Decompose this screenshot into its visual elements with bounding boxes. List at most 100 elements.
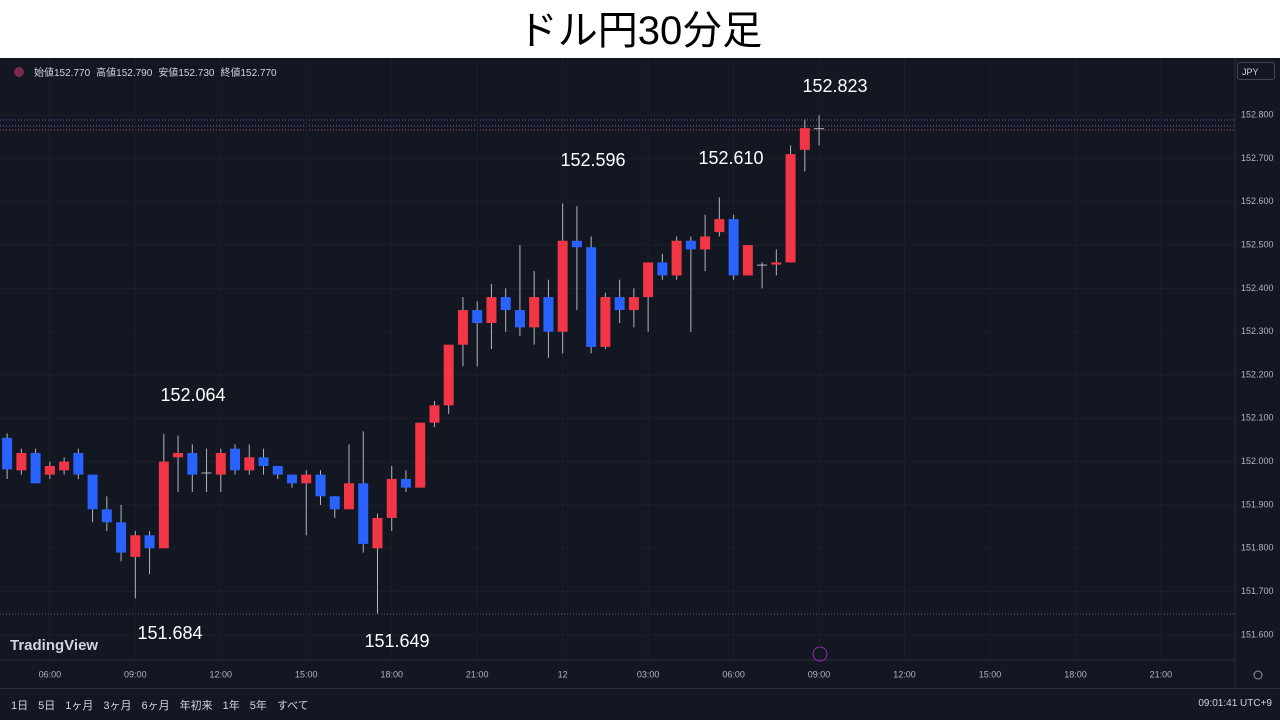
x-tick-label: 15:00 — [295, 669, 318, 679]
candle-body — [571, 240, 582, 248]
candle-body — [258, 457, 269, 466]
candle-body — [16, 452, 27, 471]
candle-body — [386, 478, 397, 518]
candle-body — [301, 474, 312, 484]
y-tick-label: 152.500 — [1241, 239, 1274, 249]
candle-body — [187, 452, 198, 475]
candle-body — [116, 522, 127, 553]
chart-bg — [0, 58, 1280, 688]
x-tick-label: 09:00 — [808, 669, 831, 679]
candle-body — [101, 509, 112, 523]
candle-body — [457, 310, 468, 345]
annotation: 152.823 — [802, 76, 867, 96]
range-button[interactable]: 1年 — [222, 699, 240, 712]
y-tick-label: 151.900 — [1241, 499, 1274, 509]
range-button[interactable]: 1ヶ月 — [65, 699, 94, 712]
annotation: 152.610 — [698, 148, 763, 168]
ohlc-label: 高値 — [96, 68, 117, 79]
ohlc-legend: 始値152.770 高値152.790 安値152.730 終値152.770 — [14, 64, 277, 79]
candle-body — [799, 128, 810, 150]
ohlc-item: 終値152.770 — [220, 64, 276, 79]
x-tick-label: 21:00 — [1150, 669, 1173, 679]
candle-body — [714, 219, 725, 233]
candle-body — [771, 262, 782, 265]
candle-body — [728, 219, 739, 276]
y-tick-label: 152.300 — [1241, 326, 1274, 336]
candle-body — [472, 310, 483, 324]
candle-body — [44, 465, 55, 475]
candle-body — [586, 247, 597, 347]
y-tick-label: 151.800 — [1241, 543, 1274, 553]
candle-body — [315, 474, 326, 497]
range-button[interactable]: 3ヶ月 — [103, 699, 132, 712]
y-tick-label: 152.000 — [1241, 456, 1274, 466]
range-button[interactable]: 1日 — [11, 699, 29, 712]
candle-body — [372, 517, 383, 549]
candle-body — [244, 457, 255, 471]
candle-body — [358, 483, 369, 544]
range-button[interactable]: 6ヶ月 — [141, 699, 170, 712]
candle-body — [757, 264, 768, 266]
page-title: ドル円30分足 — [517, 9, 763, 53]
range-button[interactable]: すべて — [276, 699, 309, 712]
candle-body — [130, 535, 141, 557]
ohlc-value: 152.790 — [116, 68, 153, 79]
currency-select[interactable]: JPY — [1237, 62, 1275, 80]
ohlc-value: 152.730 — [178, 68, 215, 79]
candle-body — [514, 310, 525, 328]
candle-body — [700, 236, 711, 250]
ohlc-value: 152.770 — [54, 68, 91, 79]
candle-body — [443, 344, 454, 406]
annotation: 152.596 — [560, 150, 625, 170]
ohlc-label: 始値 — [34, 68, 54, 79]
y-tick-label: 152.100 — [1241, 413, 1274, 423]
event-icon[interactable] — [812, 646, 828, 662]
range-button[interactable]: 年初来 — [179, 699, 213, 712]
y-tick-label: 152.200 — [1241, 369, 1274, 379]
y-tick-label: 151.700 — [1241, 586, 1274, 596]
x-tick-label: 03:00 — [637, 669, 660, 679]
logo: TradingView — [10, 637, 99, 654]
candle-body — [329, 496, 340, 510]
candle-body — [742, 245, 753, 276]
x-tick-label: 12:00 — [210, 669, 233, 679]
ohlc-label: 終値 — [220, 68, 241, 79]
candle-body — [272, 465, 283, 475]
candle-body — [685, 240, 696, 250]
ohlc-item: 安値152.730 — [158, 64, 214, 79]
candle-body — [814, 128, 825, 130]
ohlc-value: 152.770 — [240, 68, 277, 79]
candle-body — [614, 297, 625, 311]
y-tick-label: 152.400 — [1241, 283, 1274, 293]
ohlc-item: 高値152.790 — [96, 64, 152, 79]
candle-body — [144, 535, 155, 549]
candle-body — [215, 452, 226, 475]
candle-body — [643, 262, 654, 298]
candle-body — [543, 297, 554, 332]
range-button[interactable]: 5年 — [249, 699, 267, 712]
x-tick-label: 12 — [558, 669, 568, 679]
ohlc-label: 安値 — [158, 68, 179, 79]
y-tick-label: 151.600 — [1241, 629, 1274, 639]
range-button[interactable]: 5日 — [38, 699, 56, 712]
annotation: 151.649 — [364, 631, 429, 651]
x-tick-label: 21:00 — [466, 669, 489, 679]
candle-body — [671, 240, 682, 276]
x-tick-label: 06:00 — [722, 669, 745, 679]
symbol-icon — [14, 66, 24, 77]
candle-body — [158, 461, 169, 549]
candle-body — [2, 437, 13, 470]
y-tick-label: 152.600 — [1241, 196, 1274, 206]
candle-body — [657, 262, 668, 276]
x-tick-label: 09:00 — [124, 669, 147, 679]
candle-body — [600, 297, 611, 347]
chart: 151.600 151.700 151.800 151.900 152.000 152.1… — [0, 58, 1280, 688]
settings-icon[interactable] — [1253, 670, 1263, 680]
x-tick-label: 18:00 — [1064, 669, 1087, 679]
candle-body — [201, 472, 212, 474]
candle-body — [87, 474, 98, 510]
candle-body — [73, 452, 84, 475]
y-tick-label: 152.800 — [1241, 110, 1274, 120]
candle-body — [557, 240, 568, 332]
